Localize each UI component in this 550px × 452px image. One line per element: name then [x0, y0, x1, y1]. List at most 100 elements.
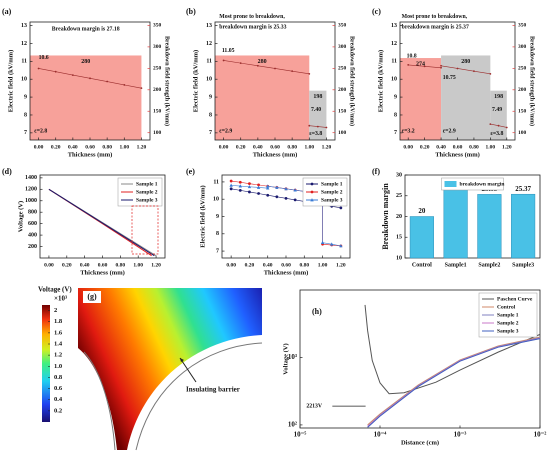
y-tick-label: 9 — [216, 214, 219, 220]
field-map — [42, 288, 263, 451]
annotation: Most prone to breakdown, — [219, 14, 285, 20]
x-tick-label: 1.20 — [336, 262, 346, 268]
annotation: ε=3.8 — [309, 131, 322, 137]
bar — [477, 194, 502, 259]
marker — [266, 193, 270, 197]
marker — [257, 192, 260, 195]
x-tick-label: 0.60 — [453, 144, 463, 150]
marker — [266, 184, 270, 188]
x-tick-label: 0.80 — [116, 262, 126, 268]
x-tick-label: 0.80 — [469, 144, 479, 150]
bar-label: 20 — [418, 207, 426, 215]
x-tick-label: 0.00 — [403, 144, 413, 150]
marker — [284, 187, 288, 191]
annotation: breakdown margin is 25.37 — [402, 25, 469, 31]
y-tick-label: 8 — [24, 112, 27, 118]
y-tick-label: 10 — [391, 77, 397, 83]
barrier-arrowhead — [180, 358, 184, 362]
x-tick-label: 0.80 — [102, 144, 112, 150]
annotation: 2213V — [306, 403, 323, 409]
x-tick-label: 0.80 — [287, 144, 297, 150]
breakdown-region — [215, 55, 310, 141]
y-tick-label: 7 — [394, 130, 397, 136]
marker — [505, 126, 508, 129]
y-tick-label: 7 — [24, 130, 27, 136]
panel-label: (h) — [312, 307, 322, 316]
panel-label: (d) — [2, 167, 12, 176]
x-axis-label: Distance (cm) — [401, 439, 439, 446]
y2-tick-label: 350 — [338, 23, 347, 29]
legend-label: Sample 1 — [497, 312, 519, 318]
y-tick-label: 7 — [216, 248, 219, 254]
x-axis-label: Thickness (mm) — [435, 151, 480, 158]
barrier-left — [83, 351, 116, 451]
annotation: 10.75 — [443, 75, 456, 81]
marker — [325, 126, 328, 129]
region-label: 280 — [461, 59, 470, 65]
x-tick-label: 0.60 — [281, 262, 291, 268]
marker — [37, 67, 40, 70]
x-tick-label: 0.60 — [85, 144, 95, 150]
y-tick-label: 1400 — [25, 175, 37, 181]
annotation: 7.49 — [492, 107, 502, 113]
series-line — [367, 337, 541, 427]
y-axis-label: Electric field (kV/mm) — [377, 50, 384, 112]
annotation: ε=2.9 — [219, 128, 232, 134]
y2-axis-label: Breakdown field strength (kV/mm) — [529, 36, 536, 126]
y-tick-label: 8 — [216, 231, 219, 237]
y-tick-label: 12 — [206, 41, 212, 47]
x-tick-label: 10⁻³ — [454, 431, 467, 439]
y-tick-label: 800 — [28, 210, 37, 216]
marker — [284, 196, 288, 200]
legend-label: Sample 3 — [497, 328, 519, 334]
x-tick-label: 1.20 — [137, 144, 147, 150]
marker — [407, 64, 410, 66]
y2-tick-label: 100 — [518, 130, 527, 136]
y-tick-label: 10² — [288, 421, 297, 429]
x-tick-label: 10⁻⁵ — [294, 431, 307, 439]
marker — [229, 179, 233, 183]
x-axis-label: Thickness (mm) — [264, 269, 309, 276]
marker — [489, 123, 492, 125]
y-tick-label: 10³ — [288, 353, 297, 361]
x-tick-label: 0.80 — [299, 262, 309, 268]
x-tick-label: 0.40 — [436, 144, 446, 150]
x-axis-label: Thickness (mm) — [80, 269, 125, 276]
annotation: 11.05 — [222, 48, 235, 54]
y2-tick-label: 250 — [153, 66, 162, 72]
y2-tick-label: 150 — [338, 109, 347, 115]
x-tick-label: 1.20 — [322, 144, 332, 150]
marker — [238, 188, 242, 192]
y-tick-label: 9 — [209, 94, 212, 100]
marker — [291, 70, 294, 73]
x-tick-label: Sample2 — [478, 262, 500, 268]
marker — [247, 184, 252, 189]
marker — [229, 187, 233, 191]
y-tick-label: 15 — [396, 235, 402, 241]
marker — [248, 182, 251, 186]
y-tick-label: 13 — [21, 23, 27, 29]
y-tick-label: 9 — [24, 94, 27, 100]
y-tick-label: 1000 — [25, 198, 37, 204]
bar-label: 25.37 — [515, 185, 531, 193]
y-axis-label: Electric field (kV/mm) — [7, 50, 14, 112]
marker — [274, 67, 276, 70]
marker — [248, 190, 251, 194]
x-tick-label: 10⁻⁴ — [374, 431, 388, 439]
marker — [256, 185, 261, 189]
marker — [229, 183, 233, 187]
marker — [293, 188, 297, 192]
x-tick-label: 0.40 — [263, 262, 273, 268]
x-tick-label: 0.20 — [236, 144, 246, 150]
annotation: 10.8 — [407, 53, 417, 59]
barrier-arrow — [179, 357, 197, 383]
legend-label: Sample 3 — [136, 197, 158, 203]
y-tick-label: 9 — [394, 94, 397, 100]
marker — [473, 70, 475, 73]
colorbar-unit: ×10³ — [54, 295, 67, 303]
marker — [310, 182, 314, 186]
y2-tick-label: 300 — [338, 44, 347, 50]
annotation: Insulating barrier — [186, 386, 240, 394]
marker — [266, 186, 270, 190]
colorbar-tick-label: 0.6 — [54, 385, 63, 392]
